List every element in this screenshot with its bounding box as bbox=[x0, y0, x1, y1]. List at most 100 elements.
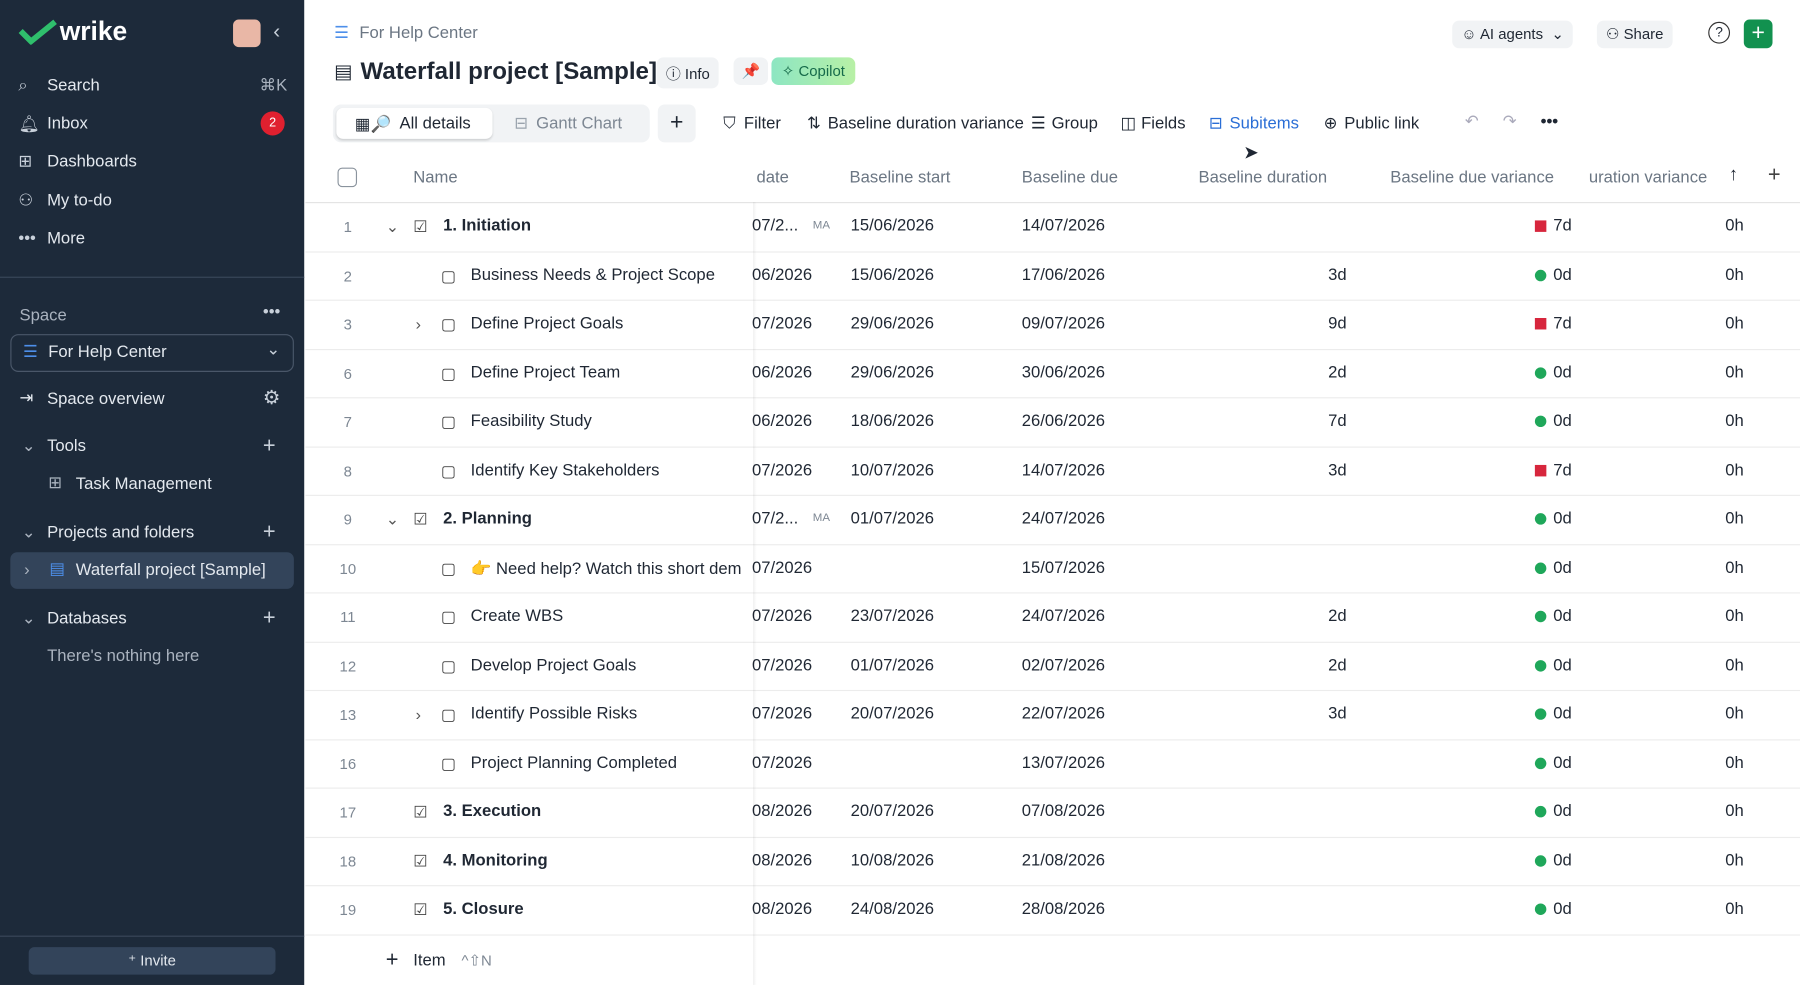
undo[interactable]: ↶ bbox=[1464, 112, 1479, 131]
column-header[interactable]: Baseline start bbox=[849, 168, 951, 188]
tools-chevron[interactable]: ⌄ bbox=[21, 437, 36, 456]
add-database[interactable]: + bbox=[262, 606, 276, 631]
date: 07/2... bbox=[751, 509, 799, 529]
nav-item[interactable]: Dashboards bbox=[47, 153, 137, 172]
projects[interactable]: Projects and folders bbox=[47, 523, 195, 542]
header-divider bbox=[305, 202, 1800, 204]
task-name[interactable]: Identify Possible Risks bbox=[470, 704, 638, 724]
action-icon: ⇅ bbox=[807, 114, 821, 134]
row[interactable]: 3 › ▢ Define Project Goals 07/2026 29/06/2026… bbox=[305, 300, 1800, 350]
tab[interactable]: Gantt Chart bbox=[536, 114, 623, 134]
info-button[interactable]: ⓘ Info bbox=[656, 57, 720, 89]
breadcrumb[interactable]: For Help Center bbox=[359, 24, 478, 43]
action[interactable]: Subitems bbox=[1229, 114, 1299, 134]
action[interactable]: Filter bbox=[743, 114, 781, 134]
nav-item[interactable]: More bbox=[47, 229, 86, 248]
add-tool[interactable]: + bbox=[262, 433, 276, 459]
row[interactable]: 19 ☑ 5. Closure 08/2026 24/08/2026 28/08/2026… bbox=[305, 885, 1800, 936]
add-button[interactable]: + bbox=[1743, 19, 1773, 49]
tool-item[interactable]: Task Management bbox=[75, 475, 212, 494]
ai-agents-button[interactable]: ☺ AI agents ⌄ bbox=[1452, 20, 1574, 49]
task-name[interactable]: Define Project Goals bbox=[470, 314, 624, 333]
share-button[interactable]: ⚇ Share bbox=[1596, 20, 1673, 49]
status bbox=[1534, 561, 1547, 574]
add-project[interactable]: + bbox=[262, 520, 276, 545]
project-selected[interactable] bbox=[10, 552, 294, 589]
action[interactable]: Fields bbox=[1141, 114, 1186, 134]
row[interactable]: 7 ▢ Feasibility Study 06/2026 18/06/2026 26/0… bbox=[305, 397, 1800, 448]
task-name[interactable]: Identify Key Stakeholders bbox=[470, 460, 660, 480]
space-menu[interactable]: ••• bbox=[262, 303, 281, 322]
row[interactable]: 13 › ▢ Identify Possible Risks 07/2026 20/07/… bbox=[305, 690, 1800, 740]
nav-item[interactable]: Inbox bbox=[47, 115, 88, 134]
row[interactable]: 8 ▢ Identify Key Stakeholders 07/2026 10/07/… bbox=[305, 446, 1800, 496]
project-item: Waterfall project [Sample] bbox=[75, 561, 266, 580]
task-name[interactable]: Feasibility Study bbox=[470, 412, 592, 431]
action[interactable]: Group bbox=[1051, 114, 1098, 134]
row-number: 7 bbox=[343, 413, 352, 431]
task-name[interactable]: Define Project Team bbox=[470, 363, 621, 382]
copilot-button[interactable]: ✧ Copilot bbox=[771, 57, 856, 85]
select-all[interactable] bbox=[337, 167, 358, 188]
redo[interactable]: ↷ bbox=[1502, 112, 1517, 131]
settings[interactable]: ⚙ bbox=[262, 386, 281, 409]
column-header[interactable]: Name bbox=[413, 168, 458, 188]
column-header[interactable]: Baseline due variance bbox=[1390, 168, 1555, 188]
expander[interactable]: ⌄ bbox=[385, 216, 400, 236]
collapse[interactable]: ‹ bbox=[273, 19, 281, 43]
column-header[interactable]: Baseline due bbox=[1021, 168, 1118, 188]
row[interactable]: 2 ▢ Business Needs & Project Scope 06/2026 1… bbox=[305, 251, 1800, 301]
row[interactable]: 9 ⌄ ☑ 2. Planning 07/2... MA 01/07/2026 24/07/2… bbox=[305, 495, 1800, 545]
databases-chevron[interactable]: ⌄ bbox=[21, 609, 36, 628]
action[interactable]: Public link bbox=[1344, 114, 1420, 134]
row[interactable]: 12 ▢ Develop Project Goals 07/2026 01/07/202… bbox=[305, 641, 1800, 692]
nav-item[interactable]: My to-do bbox=[47, 191, 112, 210]
add-item-icon[interactable]: + bbox=[385, 948, 399, 973]
task-name[interactable]: 1. Initiation bbox=[443, 216, 531, 236]
tab-active[interactable] bbox=[336, 107, 493, 139]
column-header[interactable]: Baseline duration bbox=[1198, 168, 1328, 188]
status bbox=[1534, 659, 1547, 672]
date: 07/2026 bbox=[751, 460, 813, 480]
row[interactable]: 10 ▢ 👉 Need help? Watch this short dem 07/2… bbox=[305, 544, 1800, 594]
row[interactable]: 18 ☑ 4. Monitoring 08/2026 10/08/2026 21/08/2… bbox=[305, 836, 1800, 887]
task-name[interactable]: Project Planning Completed bbox=[470, 753, 678, 773]
task-name[interactable]: Business Needs & Project Scope bbox=[470, 265, 715, 285]
expander[interactable]: ⌄ bbox=[385, 509, 400, 529]
invite-button[interactable]: ⁺ Invite bbox=[28, 947, 276, 975]
task-name[interactable]: 2. Planning bbox=[443, 509, 532, 529]
row[interactable]: 17 ☑ 3. Execution 08/2026 20/07/2026 07/08/20… bbox=[305, 788, 1800, 838]
expander[interactable]: › bbox=[415, 704, 421, 724]
projects-chevron[interactable]: ⌄ bbox=[21, 523, 36, 542]
space-overview[interactable]: Space overview bbox=[47, 390, 165, 409]
add-item[interactable]: Item bbox=[413, 951, 446, 971]
pin-button[interactable]: 📌 bbox=[733, 57, 769, 85]
column-header[interactable]: uration variance bbox=[1588, 168, 1708, 188]
tab[interactable]: All details bbox=[399, 114, 471, 134]
action[interactable]: Baseline duration variance bbox=[827, 114, 1024, 134]
nav-item[interactable]: Search bbox=[47, 76, 100, 96]
row[interactable]: 16 ▢ Project Planning Completed 07/2026 13/0… bbox=[305, 739, 1800, 789]
task-name[interactable]: Develop Project Goals bbox=[470, 656, 637, 675]
expander[interactable]: › bbox=[415, 314, 421, 333]
date: 07/2... bbox=[751, 216, 799, 236]
task-name[interactable]: 3. Execution bbox=[443, 802, 542, 821]
add-column[interactable]: + bbox=[1767, 163, 1781, 188]
help[interactable]: ? bbox=[1708, 21, 1731, 44]
task-name[interactable]: 👉 Need help? Watch this short dem bbox=[470, 559, 742, 579]
task-name[interactable]: 5. Closure bbox=[443, 900, 524, 919]
task-name[interactable]: Create WBS bbox=[470, 607, 564, 626]
task-name[interactable]: 4. Monitoring bbox=[443, 851, 548, 870]
column-header[interactable]: date bbox=[756, 168, 789, 188]
add-view[interactable]: + bbox=[657, 104, 696, 143]
task-icon: ☑ bbox=[413, 802, 428, 821]
row[interactable]: 6 ▢ Define Project Team 06/2026 29/06/2026 30… bbox=[305, 348, 1800, 399]
avatar[interactable] bbox=[233, 19, 261, 48]
more-actions[interactable]: ••• bbox=[1540, 112, 1559, 131]
row[interactable]: 1 ⌄ ☑ 1. Initiation 07/2... MA 15/06/2026 14/07… bbox=[305, 202, 1800, 252]
space-selector[interactable] bbox=[10, 334, 294, 372]
tools[interactable]: Tools bbox=[47, 437, 86, 456]
row[interactable]: 11 ▢ Create WBS 07/2026 23/07/2026 24/07/2026… bbox=[305, 592, 1800, 643]
databases[interactable]: Databases bbox=[47, 609, 127, 628]
sort-icon[interactable]: ↑ bbox=[1728, 165, 1739, 185]
